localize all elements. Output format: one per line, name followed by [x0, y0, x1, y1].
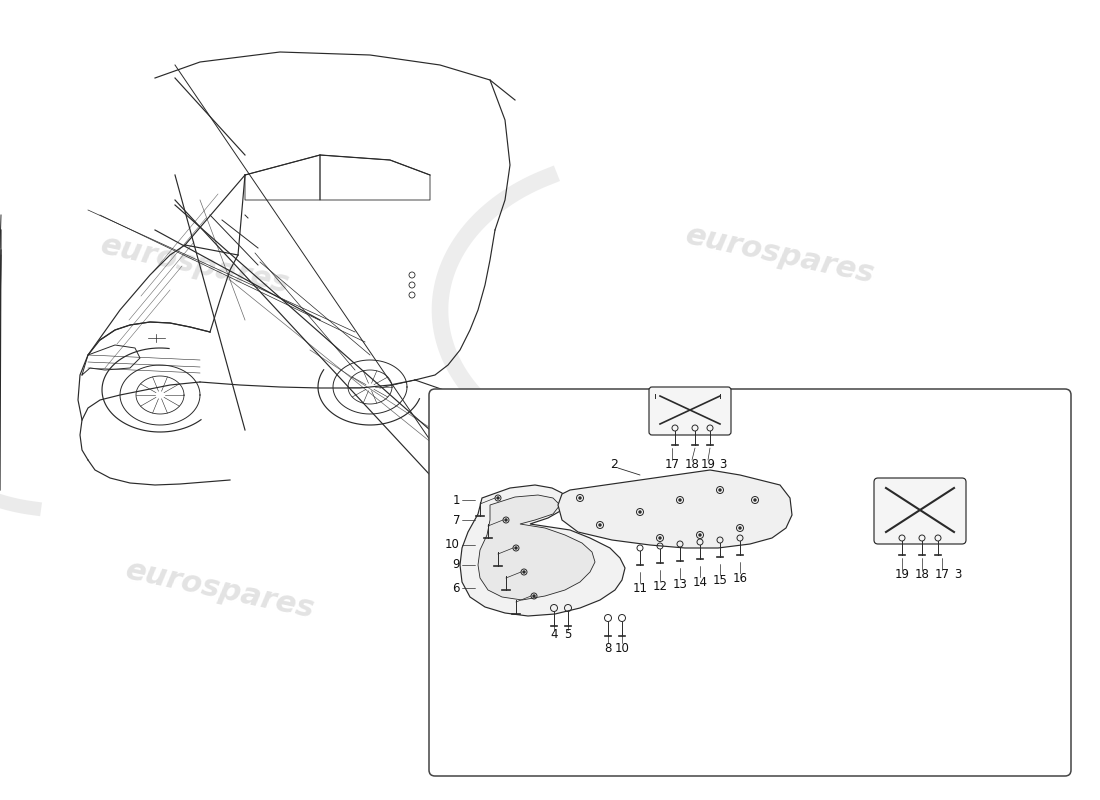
FancyBboxPatch shape	[429, 389, 1071, 776]
Circle shape	[515, 547, 517, 549]
Text: 17: 17	[664, 458, 680, 471]
Text: 3: 3	[719, 458, 727, 471]
Circle shape	[505, 519, 507, 521]
Text: 8: 8	[604, 642, 612, 654]
Text: eurospares: eurospares	[98, 230, 293, 299]
Text: 3: 3	[955, 569, 961, 582]
Text: 9: 9	[452, 558, 460, 571]
Text: 14: 14	[693, 575, 707, 589]
Circle shape	[698, 534, 701, 536]
Text: 6: 6	[452, 582, 460, 594]
Polygon shape	[460, 485, 625, 616]
Circle shape	[639, 511, 641, 513]
Polygon shape	[558, 470, 792, 548]
Polygon shape	[478, 495, 595, 600]
Text: 2: 2	[610, 458, 618, 471]
Text: 16: 16	[733, 571, 748, 585]
Circle shape	[679, 499, 681, 501]
Text: 12: 12	[652, 579, 668, 593]
Text: 18: 18	[684, 458, 700, 471]
Circle shape	[534, 595, 535, 597]
Text: 15: 15	[713, 574, 727, 586]
Text: 11: 11	[632, 582, 648, 594]
Circle shape	[719, 489, 720, 491]
Circle shape	[497, 497, 499, 499]
Text: 18: 18	[914, 569, 929, 582]
Text: 19: 19	[701, 458, 715, 471]
Text: 5: 5	[564, 629, 572, 642]
Text: eurospares: eurospares	[683, 221, 878, 290]
Circle shape	[659, 537, 661, 539]
Text: 10: 10	[615, 642, 629, 654]
Text: 1: 1	[452, 494, 460, 506]
Circle shape	[739, 527, 741, 529]
Text: 7: 7	[452, 514, 460, 526]
Circle shape	[522, 571, 525, 573]
Circle shape	[754, 499, 756, 501]
Text: eurospares: eurospares	[123, 556, 317, 624]
Text: 13: 13	[672, 578, 688, 590]
Text: 4: 4	[550, 629, 558, 642]
Text: 19: 19	[894, 569, 910, 582]
FancyBboxPatch shape	[649, 387, 732, 435]
Circle shape	[600, 524, 601, 526]
Text: 10: 10	[446, 538, 460, 551]
Circle shape	[579, 497, 581, 499]
Text: eurospares: eurospares	[642, 556, 837, 624]
FancyBboxPatch shape	[874, 478, 966, 544]
Text: 17: 17	[935, 569, 949, 582]
